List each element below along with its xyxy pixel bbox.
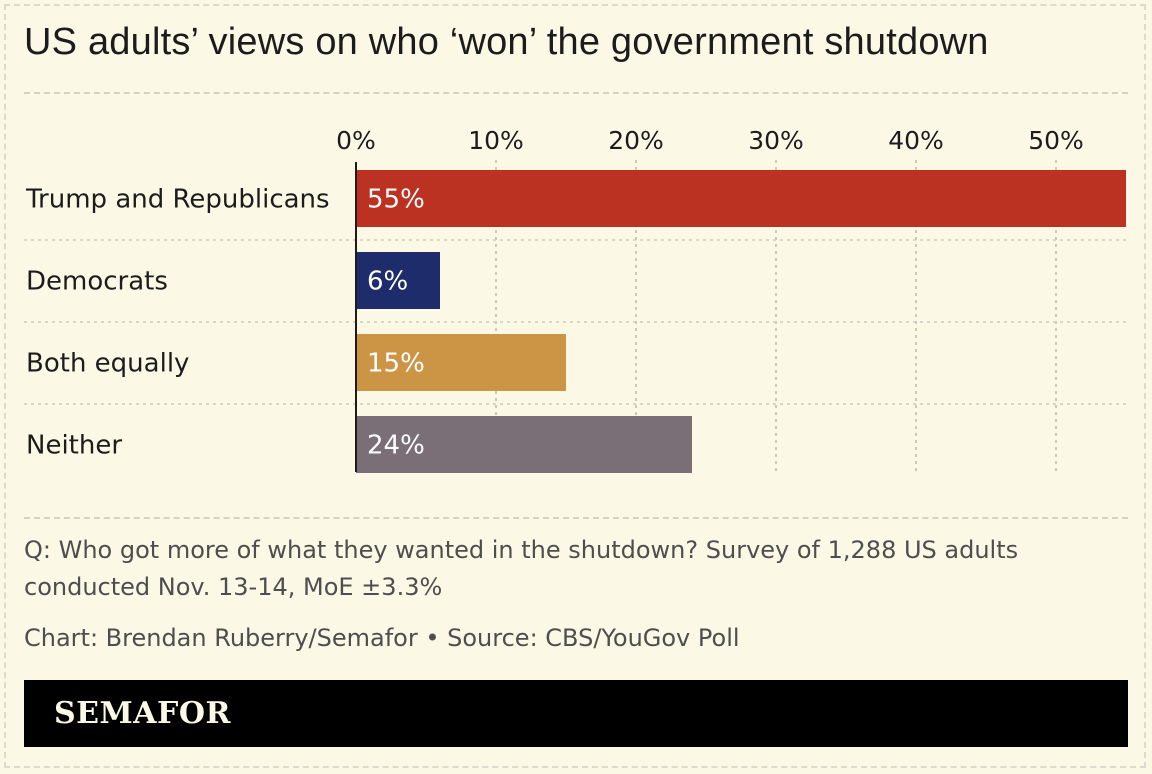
source-credit: Chart: Brendan Ruberry/Semafor • Source:…: [24, 624, 740, 652]
x-tick-label: 50%: [1028, 126, 1084, 155]
category-label: Neither: [26, 431, 122, 461]
x-tick-label: 0%: [336, 126, 376, 155]
data-label: 6%: [367, 267, 408, 297]
x-tick-label: 40%: [888, 126, 944, 155]
bar: [356, 334, 566, 391]
category-label: Both equally: [26, 349, 189, 379]
data-label: 24%: [367, 431, 425, 461]
bar: [356, 416, 692, 473]
semafor-logo: SEMAFOR: [54, 696, 231, 731]
data-label: 55%: [367, 185, 425, 215]
data-label: 15%: [367, 349, 425, 379]
x-tick-label: 10%: [468, 126, 524, 155]
bar-chart: 0% 10% 20% 30% 40% 50% Trump and Republicans 55…: [24, 126, 1128, 473]
survey-note: Q: Who got more of what they wanted in t…: [24, 536, 1019, 601]
footer-bar: SEMAFOR: [24, 680, 1128, 747]
bar: [356, 170, 1126, 227]
category-label: Trump and Republicans: [25, 185, 330, 215]
x-tick-label: 20%: [608, 126, 664, 155]
category-label: Democrats: [26, 267, 168, 297]
chart-title: US adults’ views on who ‘won’ the govern…: [24, 21, 989, 63]
x-tick-label: 30%: [748, 126, 804, 155]
bar: [356, 252, 440, 309]
title-divider: [24, 92, 1128, 94]
chart-frame: [4, 4, 1146, 768]
notes-divider: [24, 517, 1128, 519]
